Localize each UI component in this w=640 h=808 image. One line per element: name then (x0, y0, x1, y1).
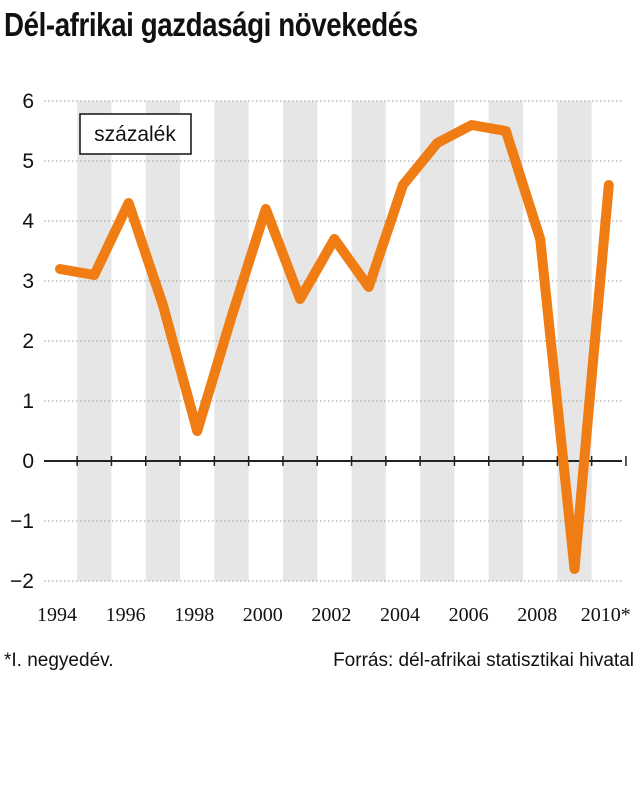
y-tick-label: 2 (22, 330, 34, 353)
gridlines (44, 100, 627, 582)
y-tick-label: 1 (22, 390, 34, 413)
x-tick-label: 2004 (380, 604, 420, 626)
footnote: *I. negyedév. (4, 650, 114, 671)
y-tick-label: 4 (22, 210, 34, 233)
y-axis-ticks: 6 5 4 3 2 1 0 −1 −2 (10, 90, 34, 593)
y-tick-label: 6 (22, 90, 34, 113)
source-note: Forrás: dél-afrikai statisztikai hivatal (333, 650, 634, 671)
x-tick-label: 2008 (517, 604, 557, 626)
y-tick-label: −1 (10, 510, 34, 533)
y-tick-label: −2 (10, 570, 34, 593)
x-tick-label: 1994 (37, 604, 77, 626)
x-tick-label: 2010* (581, 604, 631, 626)
unit-label-box: százalék (79, 113, 192, 155)
x-tick-label: 1996 (106, 604, 146, 626)
unit-label: százalék (94, 123, 176, 146)
y-tick-label: 0 (22, 450, 34, 473)
band (77, 101, 112, 581)
chart-title: Dél-afrikai gazdasági növekedés (4, 6, 418, 43)
x-tick-label: 2006 (449, 604, 489, 626)
x-tick-label: 2000 (243, 604, 283, 626)
x-tick-label: 2002 (311, 604, 351, 626)
band (557, 101, 592, 581)
x-axis-ticks: 1994 1996 1998 2000 2002 2004 2006 2008 2010* (37, 604, 631, 626)
x-tick-label: 1998 (174, 604, 214, 626)
y-tick-label: 3 (22, 270, 34, 293)
growth-line (55, 120, 614, 574)
y-tick-label: 5 (22, 150, 34, 173)
